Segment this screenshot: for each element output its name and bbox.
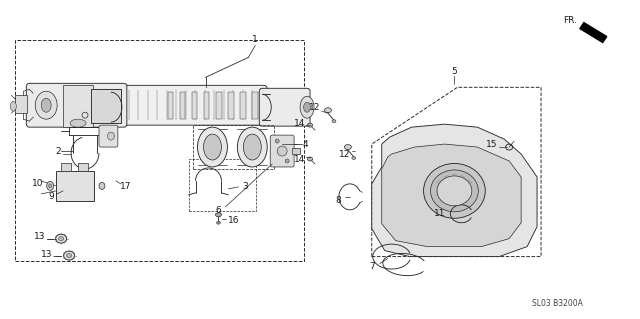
Text: 9: 9 xyxy=(48,192,54,201)
Ellipse shape xyxy=(237,127,268,167)
Ellipse shape xyxy=(308,123,312,127)
FancyBboxPatch shape xyxy=(26,83,127,127)
Text: 13: 13 xyxy=(42,250,53,259)
Text: 8: 8 xyxy=(335,196,340,205)
Bar xyxy=(168,92,173,119)
FancyBboxPatch shape xyxy=(270,135,294,167)
Ellipse shape xyxy=(10,101,17,111)
Text: 4: 4 xyxy=(302,140,308,149)
Ellipse shape xyxy=(431,170,478,212)
Text: 12: 12 xyxy=(339,150,351,159)
Text: 1: 1 xyxy=(252,35,258,44)
Text: 17: 17 xyxy=(120,182,132,191)
Bar xyxy=(61,163,71,171)
Text: 3: 3 xyxy=(243,182,248,191)
Ellipse shape xyxy=(63,251,75,260)
Text: 16: 16 xyxy=(228,216,239,225)
Bar xyxy=(204,92,209,119)
Ellipse shape xyxy=(99,182,105,189)
Polygon shape xyxy=(381,144,521,247)
Ellipse shape xyxy=(56,234,67,243)
Ellipse shape xyxy=(67,254,72,257)
Ellipse shape xyxy=(70,119,86,127)
Ellipse shape xyxy=(41,98,51,112)
Bar xyxy=(180,92,185,119)
Text: 14: 14 xyxy=(294,154,306,164)
Text: 10: 10 xyxy=(31,179,43,189)
Polygon shape xyxy=(580,23,607,42)
Bar xyxy=(216,92,221,119)
Text: 13: 13 xyxy=(33,232,45,241)
Bar xyxy=(63,85,93,127)
Ellipse shape xyxy=(285,159,289,163)
Text: 7: 7 xyxy=(369,262,374,271)
Ellipse shape xyxy=(303,102,310,112)
Ellipse shape xyxy=(49,184,52,188)
Ellipse shape xyxy=(352,157,356,160)
Ellipse shape xyxy=(332,120,336,123)
FancyBboxPatch shape xyxy=(99,125,118,147)
Text: 14: 14 xyxy=(294,119,306,128)
Bar xyxy=(78,163,88,171)
Ellipse shape xyxy=(344,145,351,150)
Bar xyxy=(189,159,256,211)
Ellipse shape xyxy=(300,96,314,118)
Bar xyxy=(91,89,121,123)
Bar xyxy=(192,92,197,119)
Text: 5: 5 xyxy=(452,67,458,76)
Text: 12: 12 xyxy=(309,103,321,112)
Ellipse shape xyxy=(35,91,57,119)
Text: 15: 15 xyxy=(486,140,497,149)
Ellipse shape xyxy=(243,134,261,160)
Text: SL03 B3200A: SL03 B3200A xyxy=(532,299,582,308)
Ellipse shape xyxy=(204,134,221,160)
Ellipse shape xyxy=(216,221,220,224)
Bar xyxy=(193,125,274,169)
Ellipse shape xyxy=(275,139,279,143)
Text: FR.: FR. xyxy=(563,16,577,25)
Ellipse shape xyxy=(108,132,115,140)
Ellipse shape xyxy=(216,213,221,217)
Polygon shape xyxy=(372,124,537,256)
Bar xyxy=(15,40,304,261)
Bar xyxy=(56,171,94,201)
Text: 2: 2 xyxy=(55,146,61,156)
Text: 6: 6 xyxy=(216,206,221,215)
Ellipse shape xyxy=(277,146,287,156)
Ellipse shape xyxy=(324,108,332,113)
Ellipse shape xyxy=(308,157,312,161)
Ellipse shape xyxy=(424,163,485,218)
Ellipse shape xyxy=(437,176,472,206)
FancyBboxPatch shape xyxy=(115,85,268,125)
Ellipse shape xyxy=(59,237,63,241)
Bar xyxy=(240,92,246,119)
Ellipse shape xyxy=(47,182,54,190)
Bar xyxy=(292,148,300,154)
Ellipse shape xyxy=(198,127,227,167)
Bar xyxy=(15,95,28,113)
FancyBboxPatch shape xyxy=(259,88,310,126)
Bar xyxy=(252,92,258,119)
Text: 11: 11 xyxy=(434,209,445,218)
Bar xyxy=(228,92,234,119)
